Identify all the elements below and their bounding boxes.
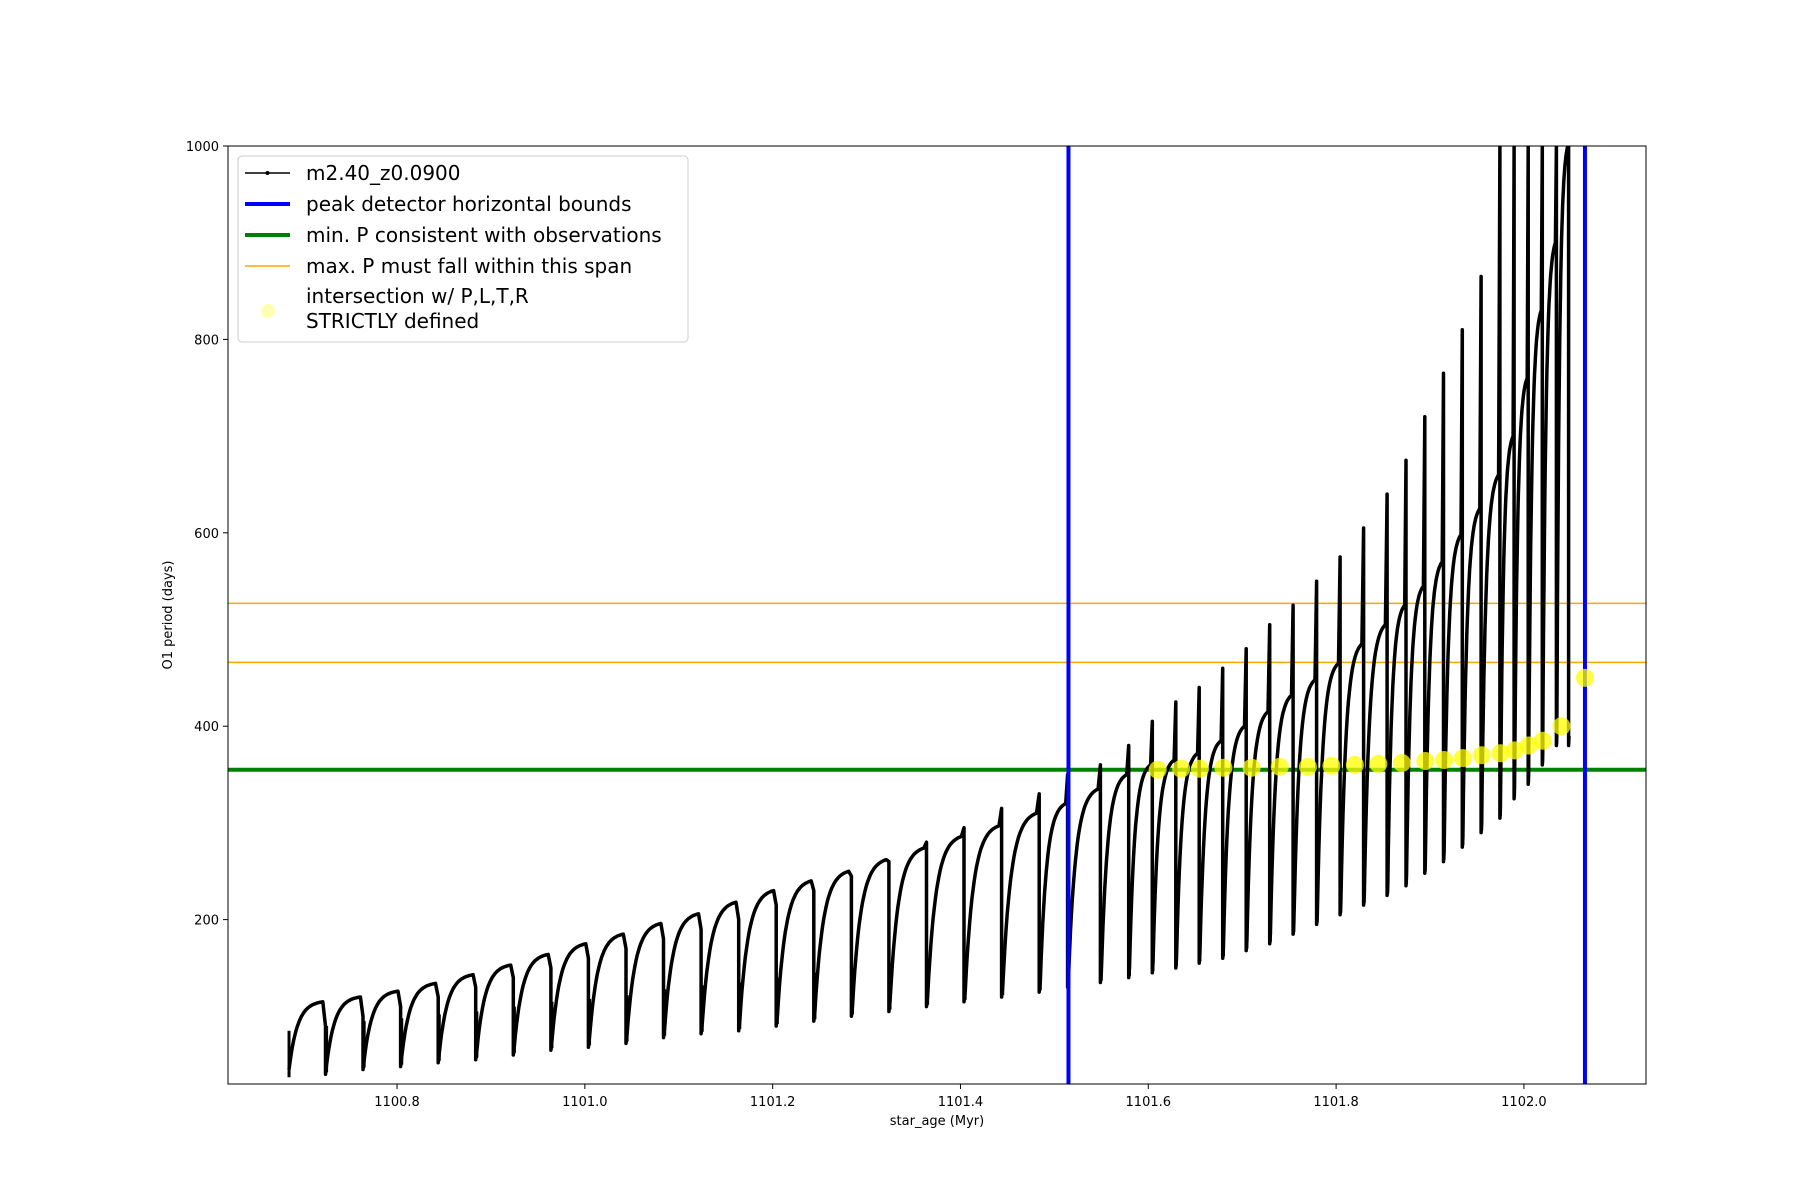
x-tick-label: 1100.8 (374, 1095, 420, 1110)
x-tick-label: 1101.4 (938, 1095, 984, 1110)
intersection-marker (1519, 736, 1538, 755)
pulse-cycle-23 (1099, 743, 1132, 980)
intersection-marker (1505, 741, 1524, 760)
pulse-cycle-11 (662, 912, 704, 1036)
pulse-cycle-39 (1461, 274, 1484, 838)
intersection-marker (1190, 759, 1209, 778)
pulse-cycle-35 (1386, 458, 1409, 888)
pulse-cycle-20 (1000, 792, 1043, 994)
x-tick-label: 1101.6 (1126, 1095, 1172, 1110)
pulse-cycle-21 (1038, 772, 1071, 990)
intersection-marker (1552, 717, 1571, 736)
pulse-cycle-31 (1292, 579, 1320, 927)
pulse-cycle-25 (1151, 700, 1179, 970)
legend-label-min: min. P consistent with observations (306, 223, 662, 247)
intersection-marker (1575, 668, 1594, 687)
legend-box (237, 155, 689, 343)
y-axis-label: O1 period (days) (161, 560, 176, 669)
intersection-marker (1322, 756, 1341, 775)
pulse-cycle-15 (813, 869, 855, 1019)
pulse-cycle-2 (324, 995, 366, 1072)
legend-swatch-dot (265, 171, 270, 175)
period-series (287, 146, 1571, 1078)
pulse-cycle-19 (963, 806, 1005, 999)
intersection-marker (1472, 746, 1491, 765)
pulse-cycle-9 (587, 932, 629, 1046)
legend-swatch-intersection (261, 304, 275, 318)
y-tick-label: 400 (194, 720, 219, 735)
intersection-marker (1416, 752, 1435, 771)
x-tick-label: 1101.2 (750, 1095, 796, 1110)
pulse-cycle-30 (1268, 603, 1296, 936)
x-tick-label: 1102.0 (1501, 1095, 1547, 1110)
intersection-marker (1369, 754, 1388, 773)
intersection-markers (1148, 668, 1594, 779)
pulse-cycle-3 (362, 989, 404, 1069)
axes: 1100.8 1101.0 1101.2 1101.4 1101.6 1101.8 1102… (186, 140, 1547, 1110)
intersection-marker (1435, 751, 1454, 770)
intersection-marker (1298, 757, 1317, 776)
intersection-marker (1172, 759, 1191, 778)
pulse-cycle-29 (1245, 622, 1273, 946)
pulse-cycle-8 (550, 942, 592, 1050)
pulse-cycle-34 (1362, 492, 1390, 898)
legend-label-intersection-2: STRICTLY defined (306, 309, 479, 333)
pulse-cycle-32 (1315, 555, 1343, 917)
y-tick-label: 200 (194, 914, 219, 929)
intersection-marker (1270, 757, 1289, 776)
y-tick-label: 800 (194, 333, 219, 348)
intersection-marker (1345, 755, 1364, 774)
pulse-cycle-14 (775, 879, 817, 1023)
pulse-cycle-17 (888, 840, 930, 1009)
pulse-cycle-13 (738, 888, 780, 1028)
legend-label-bounds: peak detector horizontal bounds (306, 192, 632, 216)
intersection-marker (1242, 758, 1261, 777)
pulse-cycle-33 (1339, 526, 1367, 907)
pulse-cycle-22 (1066, 763, 1104, 985)
pulse-cycle-24 (1127, 719, 1155, 975)
pulse-cycle-44 (1540, 146, 1559, 756)
pulse-cycle-43 (1526, 146, 1545, 775)
pulse-cycle-6 (475, 963, 517, 1057)
x-tick-label: 1101.0 (562, 1095, 608, 1110)
y-tick-label: 1000 (186, 140, 219, 155)
pulse-cycle-5 (437, 972, 479, 1062)
pulse-cycle-16 (850, 857, 892, 1014)
intersection-marker (1453, 749, 1472, 768)
pulse-cycle-12 (700, 900, 742, 1033)
legend-label-series: m2.40_z0.0900 (306, 161, 461, 185)
pulse-cycle-45 (1555, 146, 1571, 748)
x-axis-label: star_age (Myr) (890, 1114, 984, 1129)
legend-label-max: max. P must fall within this span (306, 254, 632, 278)
x-tick-label: 1101.8 (1313, 1095, 1359, 1110)
intersection-marker (1491, 744, 1510, 763)
pulse-cycle-18 (925, 825, 967, 1004)
plot-frame (227, 145, 1647, 1085)
pulse-cycle-40 (1479, 146, 1503, 823)
vertical-bound-lines (1066, 146, 1587, 1084)
pulse-cycle-37 (1423, 371, 1446, 864)
pulse-cycle-42 (1512, 146, 1531, 790)
y-tick-label: 600 (194, 527, 219, 542)
pulse-cycle-41 (1498, 146, 1517, 809)
pulse-cycle-4 (399, 981, 442, 1065)
pulse-cycle-36 (1404, 415, 1428, 877)
intersection-marker (1148, 760, 1167, 779)
intersection-marker (1533, 731, 1552, 750)
pulse-cycle-1 (287, 1000, 329, 1077)
pulse-cycle-7 (512, 952, 554, 1052)
intersection-marker (1392, 753, 1411, 772)
intersection-marker (1214, 758, 1233, 777)
pulse-cycle-10 (625, 921, 667, 1040)
pulse-cycle-28 (1221, 647, 1249, 953)
legend-label-intersection-1: intersection w/ P,L,T,R (306, 284, 529, 308)
pulse-cycle-38 (1442, 327, 1465, 852)
pulse-cycle-27 (1198, 666, 1226, 961)
